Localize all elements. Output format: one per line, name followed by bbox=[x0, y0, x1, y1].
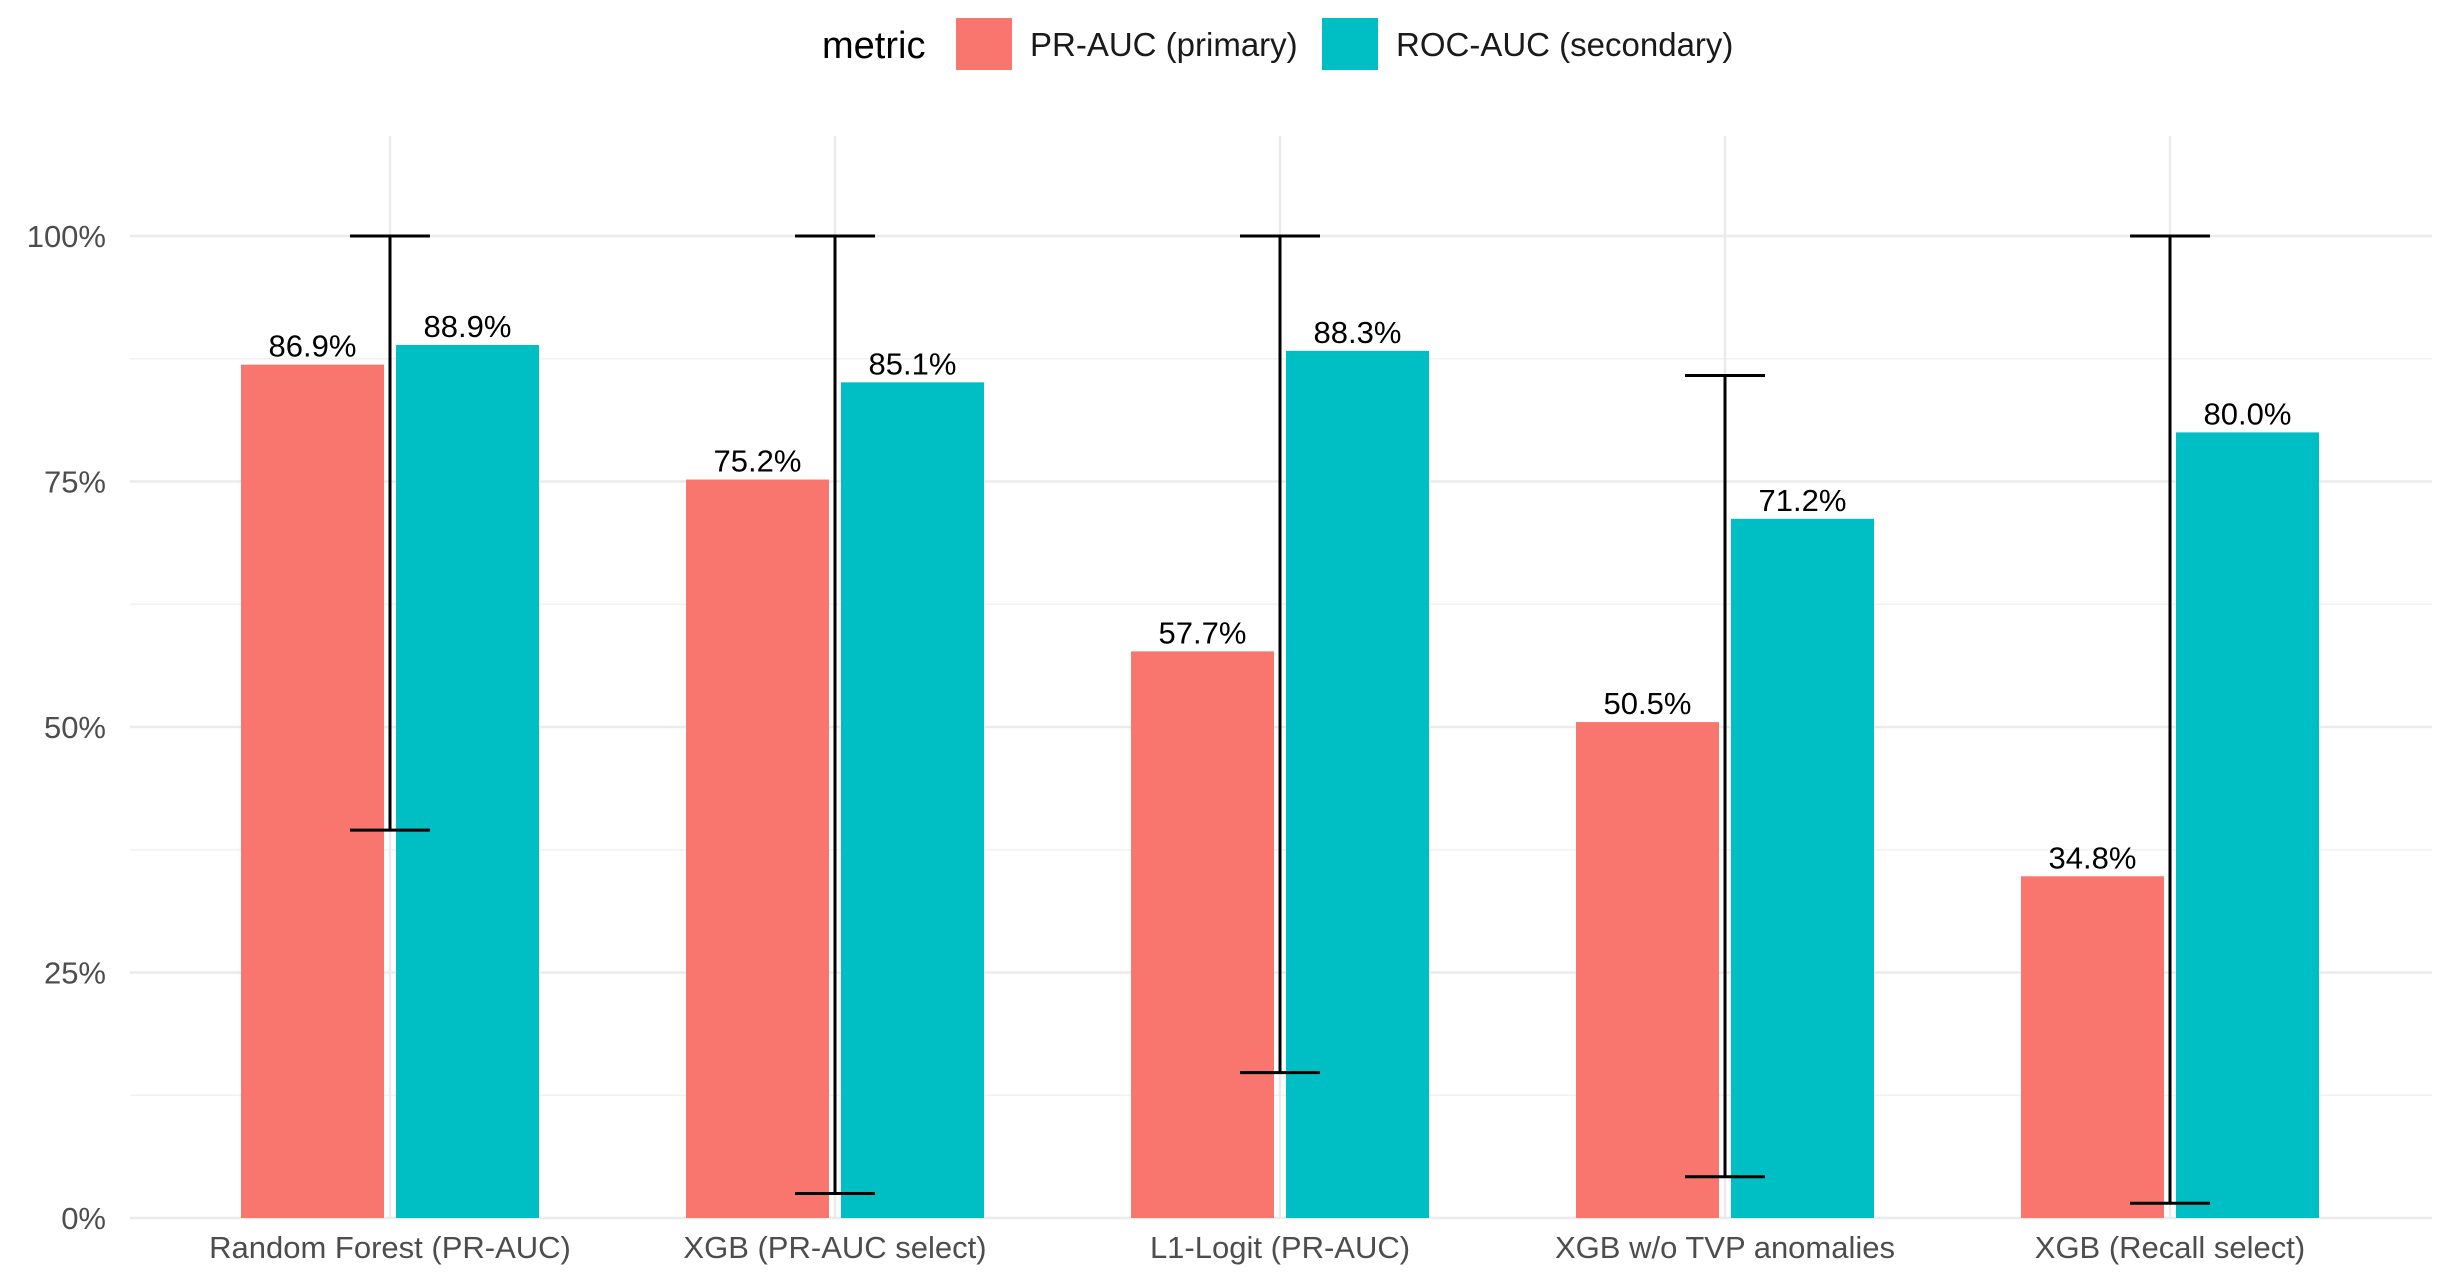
data-label-roc-auc: 80.0% bbox=[2204, 396, 2292, 431]
data-label-roc-auc: 85.1% bbox=[869, 346, 957, 381]
bar-pr-auc bbox=[686, 479, 829, 1218]
data-label-pr-auc: 34.8% bbox=[2049, 840, 2137, 875]
bars bbox=[241, 345, 2319, 1219]
bar-roc-auc bbox=[2176, 432, 2319, 1218]
bar-pr-auc bbox=[1576, 722, 1719, 1218]
data-label-pr-auc: 75.2% bbox=[714, 444, 802, 479]
bar-roc-auc bbox=[1731, 518, 1874, 1218]
error-bars bbox=[350, 234, 2210, 1205]
x-tick-label: XGB w/o TVP anomalies bbox=[1555, 1230, 1895, 1265]
data-labels: 86.9% 88.9% 75.2% 85.1% 57.7% 88.3% 50.5% 71.2%… bbox=[269, 309, 2292, 875]
data-label-roc-auc: 88.3% bbox=[1314, 315, 1402, 350]
y-tick-label: 75% bbox=[44, 465, 106, 500]
x-tick-label: XGB (PR-AUC select) bbox=[683, 1230, 986, 1265]
legend-swatch-roc-auc bbox=[1322, 18, 1378, 70]
y-tick-label: 0% bbox=[61, 1201, 106, 1236]
y-tick-label: 50% bbox=[44, 710, 106, 745]
bar-roc-auc bbox=[396, 345, 539, 1218]
legend-swatch-pr-auc bbox=[956, 18, 1012, 70]
bar-pr-auc bbox=[1131, 651, 1274, 1218]
data-label-roc-auc: 88.9% bbox=[424, 309, 512, 344]
data-label-pr-auc: 50.5% bbox=[1604, 686, 1692, 721]
bar-roc-auc bbox=[841, 382, 984, 1218]
y-axis: 0% 25% 50% 75% 100% bbox=[27, 219, 106, 1236]
data-label-roc-auc: 71.2% bbox=[1759, 483, 1847, 518]
legend-label-roc-auc: ROC-AUC (secondary) bbox=[1396, 26, 1733, 63]
x-tick-label: Random Forest (PR-AUC) bbox=[209, 1230, 571, 1265]
bar-roc-auc bbox=[1286, 350, 1429, 1218]
y-tick-label: 100% bbox=[27, 219, 106, 254]
bar-pr-auc bbox=[2021, 876, 2164, 1218]
legend-title: metric bbox=[822, 25, 925, 67]
plot-panel: 86.9% 88.9% 75.2% 85.1% 57.7% 88.3% 50.5% 71.2%… bbox=[27, 136, 2432, 1265]
data-label-pr-auc: 86.9% bbox=[269, 329, 357, 364]
legend-label-pr-auc: PR-AUC (primary) bbox=[1030, 26, 1298, 63]
x-tick-label: L1-Logit (PR-AUC) bbox=[1150, 1230, 1410, 1265]
x-tick-label: XGB (Recall select) bbox=[2035, 1230, 2305, 1265]
bar-pr-auc bbox=[241, 364, 384, 1219]
y-tick-label: 25% bbox=[44, 956, 106, 991]
legend: metric PR-AUC (primary) ROC-AUC (seconda… bbox=[822, 18, 1733, 70]
x-axis: Random Forest (PR-AUC) XGB (PR-AUC select… bbox=[209, 1230, 2305, 1265]
data-label-pr-auc: 57.7% bbox=[1159, 615, 1247, 650]
